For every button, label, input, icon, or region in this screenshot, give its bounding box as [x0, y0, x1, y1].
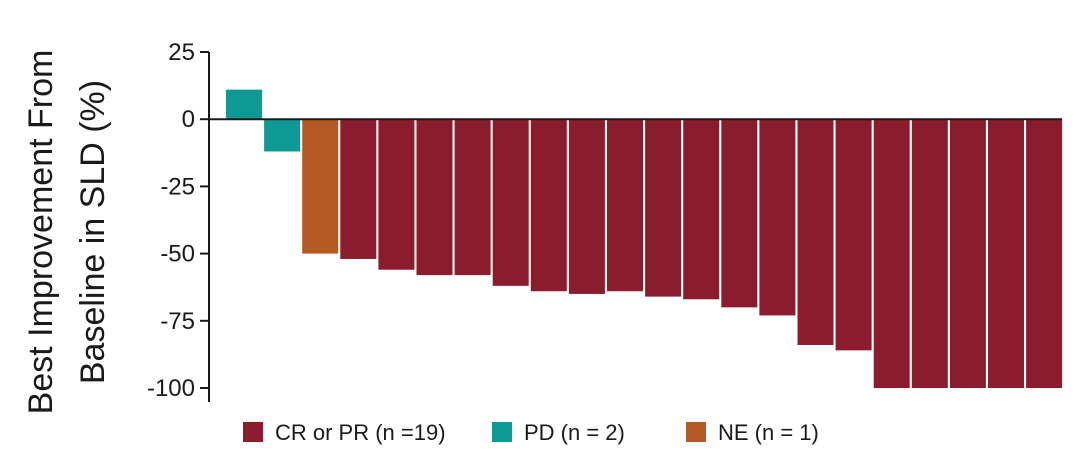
bar-crpr — [416, 119, 453, 276]
bar-pd — [226, 89, 262, 120]
bar-crpr — [835, 119, 872, 351]
bar-crpr — [873, 119, 910, 388]
y-tick-label: -25 — [160, 173, 195, 200]
y-tick-label: 25 — [168, 39, 195, 66]
legend-swatch-crpr — [243, 422, 263, 442]
y-axis: 25 0 -25 -50 -75 -100 — [147, 39, 210, 402]
bar-ne — [302, 119, 339, 254]
y-axis-title-line-1: Best Improvement From — [22, 50, 60, 415]
bar-crpr — [797, 119, 834, 345]
bar-crpr — [340, 119, 377, 259]
y-axis-title-2: Baseline in SLD (%) — [74, 80, 112, 384]
bar-crpr — [949, 119, 986, 388]
legend-swatch-ne — [686, 422, 706, 442]
bar-crpr — [492, 119, 529, 286]
bar-crpr — [568, 119, 605, 294]
bar-crpr — [759, 119, 796, 316]
bar-crpr — [911, 119, 948, 388]
bar-crpr — [454, 119, 491, 276]
legend-label-crpr: CR or PR (n =19) — [275, 420, 446, 445]
legend: CR or PR (n =19) PD (n = 2) NE (n = 1) — [243, 420, 819, 445]
y-axis-title: Best Improvement From — [22, 50, 60, 415]
bar-crpr — [530, 119, 567, 292]
bar-crpr — [607, 119, 643, 292]
y-axis-title-line-2: Baseline in SLD (%) — [74, 80, 112, 384]
bar-crpr — [1026, 119, 1063, 388]
bar-crpr — [721, 119, 758, 308]
legend-label-ne: NE (n = 1) — [718, 420, 819, 445]
bar-pd — [264, 119, 301, 152]
bar-crpr — [378, 119, 415, 270]
legend-label-pd: PD (n = 2) — [524, 420, 625, 445]
y-tick-label: 0 — [182, 106, 195, 133]
bar-crpr — [988, 119, 1024, 388]
bars — [209, 89, 1063, 388]
y-tick-label: -100 — [147, 375, 195, 402]
y-tick-label: -50 — [160, 241, 195, 268]
bar-crpr — [683, 119, 720, 300]
legend-swatch-pd — [492, 422, 512, 442]
y-tick-label: -75 — [160, 308, 195, 335]
bar-crpr — [645, 119, 682, 297]
